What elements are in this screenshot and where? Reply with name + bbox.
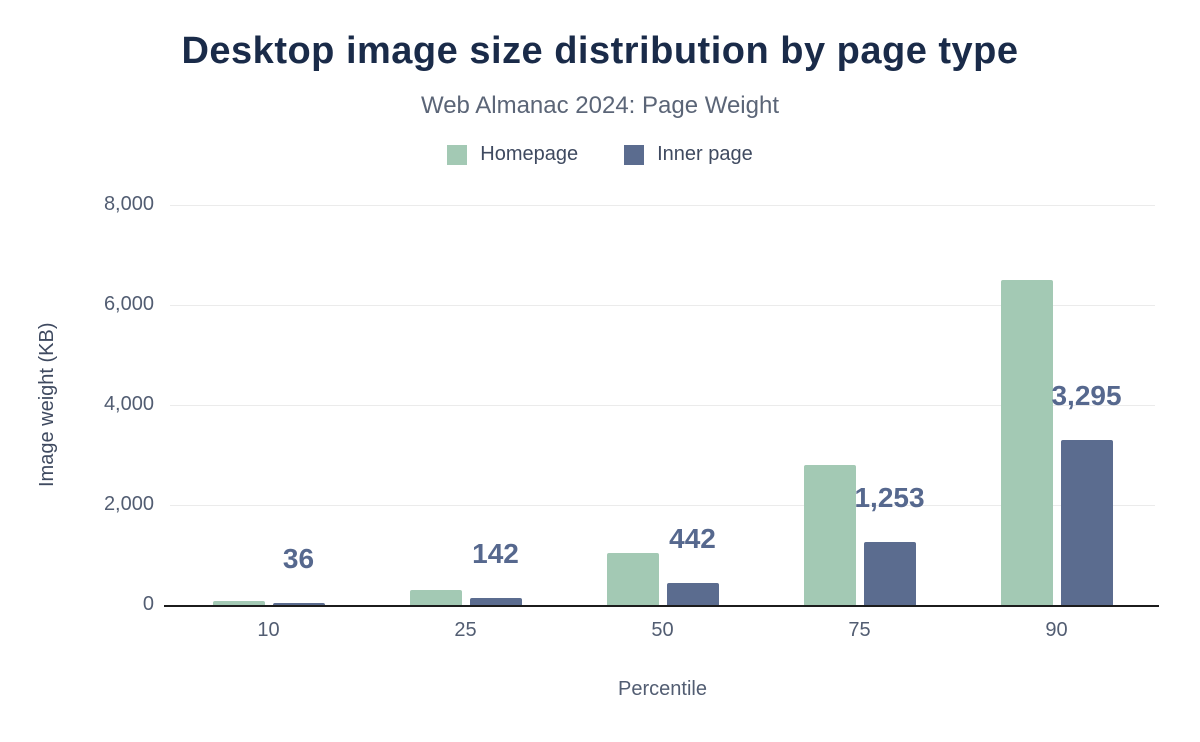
y-tick-label: 0 — [142, 593, 154, 615]
bar-homepage-p50[interactable] — [606, 552, 659, 605]
legend: Homepage Inner page — [0, 143, 1200, 166]
data-label-inner-page-p10: 36 — [282, 543, 315, 575]
gridline — [170, 205, 1155, 206]
x-tick-label: 50 — [651, 619, 674, 641]
gridline — [170, 505, 1155, 506]
data-label-inner-page-p25: 142 — [472, 537, 519, 569]
bar-inner-page-p25[interactable] — [469, 597, 522, 605]
x-tick-label: 90 — [1045, 619, 1068, 641]
bar-inner-page-p75[interactable] — [863, 542, 916, 605]
x-tick-label: 75 — [848, 619, 871, 641]
plot-area: 0 2,000 4,000 6,000 8,000 36 10 142 25 442 50 1,253… — [104, 193, 1159, 641]
bar-groups: 36 10 142 25 442 50 1,253 75 3,295 90 — [170, 205, 1155, 641]
legend-label-inner-page: Inner page — [657, 143, 753, 165]
bar-group-p10: 36 10 — [170, 205, 367, 641]
x-tick-label: 25 — [454, 619, 477, 641]
bar-homepage-p25[interactable] — [409, 590, 462, 605]
inner-page-swatch-icon — [624, 144, 645, 165]
bar-homepage-p75[interactable] — [803, 465, 856, 605]
data-label-inner-page-p90: 3,295 — [1051, 380, 1122, 412]
bar-homepage-p90[interactable] — [1000, 280, 1053, 605]
homepage-swatch-icon — [447, 144, 468, 165]
y-tick-label: 2,000 — [103, 493, 154, 515]
bar-inner-page-p50[interactable] — [666, 582, 719, 605]
bar-group-p50: 442 50 — [564, 205, 761, 641]
bar-homepage-p10[interactable] — [212, 600, 265, 605]
legend-label-homepage: Homepage — [480, 143, 579, 165]
bar-inner-page-p90[interactable] — [1060, 440, 1113, 605]
x-axis-line — [164, 605, 1159, 607]
gridline — [170, 305, 1155, 306]
chart-title: Desktop image size distribution by page … — [181, 30, 1019, 72]
chart-subtitle: Web Almanac 2024: Page Weight — [420, 92, 779, 119]
y-tick-label: 8,000 — [103, 193, 154, 215]
bar-group-p25: 142 25 — [367, 205, 564, 641]
legend-item-inner-page[interactable]: Inner page — [624, 143, 753, 166]
y-tick-label: 4,000 — [103, 393, 154, 415]
bar-inner-page-p10[interactable] — [272, 603, 325, 605]
x-tick-label: 10 — [257, 619, 280, 641]
legend-item-homepage[interactable]: Homepage — [447, 143, 578, 166]
data-label-inner-page-p75: 1,253 — [854, 482, 925, 514]
x-axis-title: Percentile — [618, 678, 707, 700]
y-tick-label: 6,000 — [103, 293, 154, 315]
bar-group-p75: 1,253 75 — [761, 205, 958, 641]
bar-group-p90: 3,295 90 — [958, 205, 1155, 641]
gridline — [170, 405, 1155, 406]
data-label-inner-page-p50: 442 — [669, 522, 716, 554]
